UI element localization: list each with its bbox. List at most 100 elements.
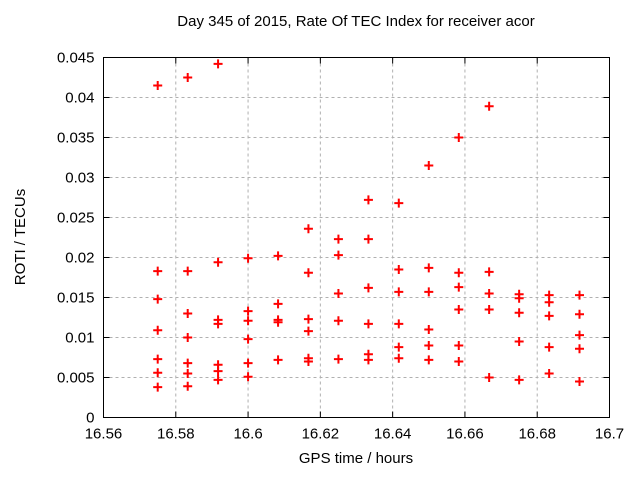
data-point-marker [333, 289, 343, 298]
data-point-marker [454, 268, 464, 278]
plot-area: 16.56 16.58 16.6 16.62 16.64 16.66 16.68 16.7 0 0… [57, 50, 624, 443]
data-point-marker [575, 344, 585, 354]
data-point-marker [213, 319, 223, 329]
data-point-marker [484, 373, 494, 382]
data-point-marker [394, 353, 404, 363]
data-point-marker [424, 263, 434, 273]
data-point-marker [424, 341, 434, 350]
data-point-marker [454, 282, 464, 292]
y-tick-label: 0.03 [65, 170, 94, 187]
data-point-marker [153, 81, 163, 90]
data-point-marker [454, 305, 464, 314]
data-point-marker [153, 354, 163, 364]
data-point-marker [153, 368, 163, 378]
plot-border [103, 57, 610, 418]
data-point-marker [183, 333, 193, 342]
data-point-marker [454, 341, 464, 350]
x-tick-label: 16.7 [595, 426, 624, 443]
y-tick-label: 0.035 [57, 130, 95, 147]
data-point-marker [213, 59, 223, 69]
data-point-marker [213, 366, 223, 376]
y-tick-label: 0.005 [57, 370, 95, 387]
data-point-marker [394, 265, 404, 274]
data-point-marker [544, 342, 554, 352]
data-point-marker [394, 198, 404, 208]
y-axis-label: ROTI / TECUs [12, 189, 29, 285]
data-point-marker [424, 161, 434, 170]
data-point-marker [333, 234, 343, 244]
data-point-marker [303, 268, 313, 278]
data-point-marker [153, 266, 163, 276]
data-point-marker [213, 375, 223, 385]
data-point-marker [484, 267, 494, 277]
y-tick-label: 0.025 [57, 210, 95, 227]
data-point-marker [273, 317, 283, 327]
data-point-marker [183, 309, 193, 318]
x-tick-label: 16.62 [302, 426, 340, 443]
data-point-marker [544, 297, 554, 307]
data-point-marker [243, 306, 253, 316]
data-point-marker [575, 309, 585, 319]
data-point-marker [363, 283, 373, 293]
y-tick-label: 0.015 [57, 290, 95, 307]
data-point-marker [363, 319, 373, 329]
data-point-marker [484, 101, 494, 111]
data-point-marker [183, 358, 193, 368]
data-point-marker [243, 253, 253, 263]
y-tick-label: 0.02 [65, 250, 94, 267]
data-point-marker [153, 325, 163, 335]
data-point-marker [243, 316, 253, 326]
data-point-marker [273, 355, 283, 365]
data-point-marker [394, 342, 404, 352]
data-point-marker [424, 325, 434, 334]
y-tick-label: 0.01 [65, 330, 94, 347]
data-point-marker [514, 375, 524, 385]
data-point-marker [484, 289, 494, 298]
data-point-marker [394, 319, 404, 329]
data-point-marker [394, 287, 404, 297]
data-point-marker [424, 287, 434, 297]
data-point-marker [183, 266, 193, 276]
data-point-marker [303, 314, 313, 324]
data-point-marker [575, 330, 585, 340]
data-point-marker [424, 355, 434, 365]
data-point-marker [514, 337, 524, 346]
data-point-marker [303, 224, 313, 234]
data-point-marker [454, 133, 464, 142]
data-point-marker [153, 382, 163, 392]
data-point-marker [363, 355, 373, 365]
data-point-marker [333, 354, 343, 364]
x-tick-label: 16.58 [157, 426, 195, 443]
data-point-marker [243, 334, 253, 344]
data-point-marker [484, 305, 494, 314]
data-point-marker [333, 316, 343, 326]
data-point-marker [454, 357, 464, 366]
data-point-marker [183, 369, 193, 378]
data-point-marker [243, 372, 253, 382]
data-point-marker [303, 326, 313, 336]
data-point-marker [514, 308, 524, 318]
data-point-marker [333, 250, 343, 260]
x-tick-label: 16.68 [518, 426, 556, 443]
data-point-marker [544, 311, 554, 321]
data-point-marker [243, 358, 253, 368]
data-point-marker [183, 381, 193, 391]
x-tick-label: 16.66 [446, 426, 484, 443]
data-point-marker [273, 299, 283, 309]
data-point-marker [183, 73, 193, 82]
y-tick-label: 0.045 [57, 50, 95, 67]
data-point-marker [153, 294, 163, 304]
data-point-marker [514, 293, 524, 303]
data-point-marker [544, 369, 554, 378]
data-point-marker [303, 357, 313, 366]
data-point-marker [213, 257, 223, 267]
data-point-marker [363, 195, 373, 205]
data-point-marker [575, 290, 585, 300]
x-tick-label: 16.6 [233, 426, 262, 443]
x-tick-label: 16.56 [85, 426, 123, 443]
x-axis-label: GPS time / hours [299, 450, 413, 467]
chart-title: Day 345 of 2015, Rate Of TEC Index for r… [177, 13, 534, 30]
data-point-marker [273, 251, 283, 261]
